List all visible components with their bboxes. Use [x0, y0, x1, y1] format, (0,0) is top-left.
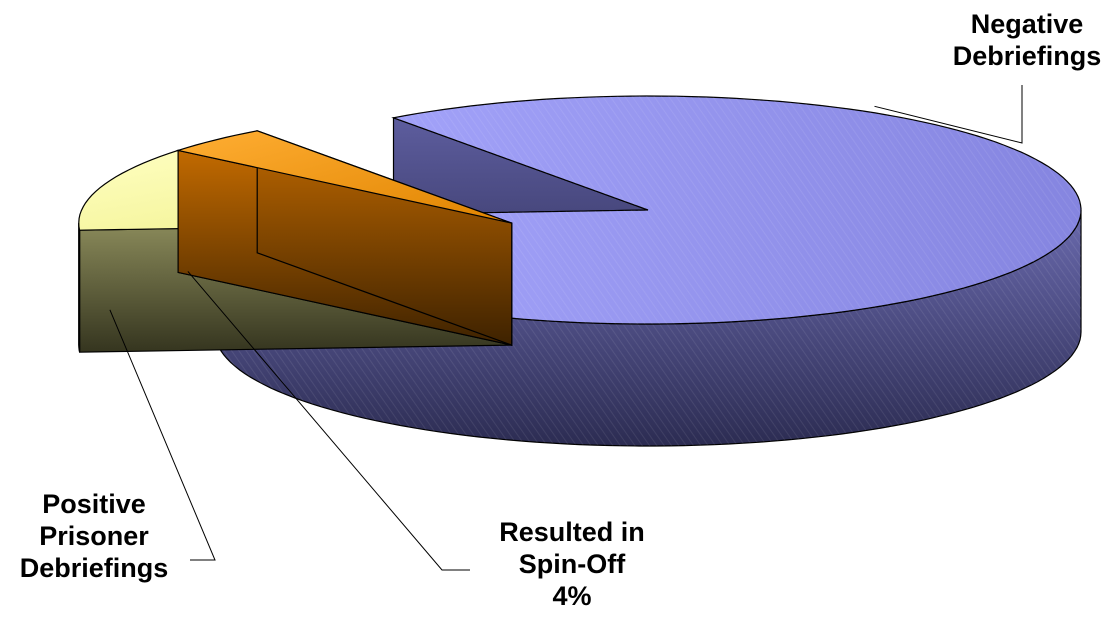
label-spin-off-value: 4% — [552, 581, 592, 611]
leader-line — [874, 85, 1023, 144]
slice-texture — [215, 210, 1081, 446]
slice-outer-wall — [78, 223, 81, 353]
label-positive-line-3: Debriefings — [19, 553, 169, 583]
label-spin-off-line-1: Resulted in — [499, 517, 645, 547]
leader-line — [109, 309, 216, 561]
slice-top — [175, 130, 512, 224]
label-negative-debriefings: Negative Debriefings — [937, 8, 1113, 72]
label-positive-prisoner-debriefings: Positive Prisoner Debriefings — [0, 488, 188, 584]
label-negative-line-2: Debriefings — [952, 41, 1102, 71]
leader-line — [187, 271, 470, 571]
label-negative-line-1: Negative — [970, 9, 1084, 39]
label-resulted-in-spin-off: Resulted in Spin-Off 4% — [470, 516, 674, 612]
label-positive-line-1: Positive — [42, 489, 146, 519]
label-positive-line-2: Prisoner — [39, 521, 149, 551]
pie-slice — [175, 129, 513, 346]
label-spin-off-line-2: Spin-Off — [518, 549, 626, 579]
